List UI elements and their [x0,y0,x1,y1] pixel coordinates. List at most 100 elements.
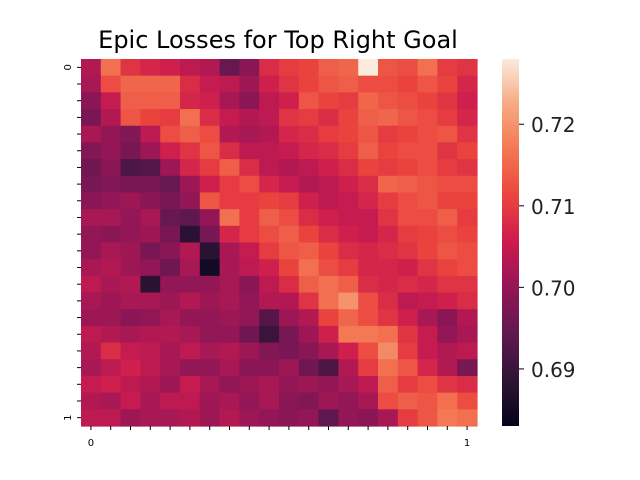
heatmap-cell [259,409,280,427]
heatmap-cell [199,325,221,344]
heatmap-cell [437,192,458,210]
heatmap-cell [358,359,379,377]
heatmap-cell [180,92,201,110]
heatmap-cell [199,192,221,210]
heatmap-cell [279,59,300,77]
heatmap-cell [199,309,221,327]
heatmap-cell [219,159,240,177]
heatmap-cell [417,92,438,110]
heatmap-cell [318,225,339,244]
heatmap-cell [298,275,320,294]
heatmap-cell [239,109,260,127]
heatmap-cell [378,309,399,327]
heatmap-cell [457,292,478,310]
heatmap-cell [180,159,201,177]
heatmap-cell [100,125,122,144]
heatmap-cell [298,92,320,110]
heatmap-cell [219,259,240,277]
heatmap-cell [120,375,141,394]
heatmap-cell [437,92,458,110]
heatmap-cell [120,359,141,377]
heatmap-cell [298,142,320,160]
heatmap-cell [318,392,339,410]
heatmap-cell [100,292,122,310]
heatmap-cell [100,209,122,227]
heatmap-cell [239,125,260,144]
heatmap-cell [239,259,260,277]
heatmap-cell [397,59,419,77]
heatmap-cell [358,409,379,427]
heatmap-cell [338,209,359,227]
heatmap-cell [378,409,399,427]
heatmap-cell [259,342,280,360]
heatmap-cell [120,159,141,177]
heatmap-cell [397,109,419,127]
heatmap-cell [358,159,379,177]
heatmap-cell [437,159,458,177]
heatmap-cell [437,409,458,427]
heatmap-cell [120,242,141,260]
heatmap-cell [457,409,478,427]
heatmap-cell [120,342,141,360]
heatmap-cell [259,325,280,344]
heatmap-cell [219,342,240,360]
heatmap-cell [298,59,320,77]
heatmap-cell [259,192,280,210]
heatmap-cell [120,125,141,144]
heatmap-cell [199,159,221,177]
heatmap-cell [199,259,221,277]
heatmap-cell [180,242,201,260]
heatmap-cell [318,409,339,427]
heatmap-cell [358,109,379,127]
heatmap-cell [417,292,438,310]
heatmap-cell [417,225,438,244]
heatmap-cell [318,309,339,327]
heatmap-cell [81,75,102,93]
heatmap-cell [298,192,320,210]
heatmap-cell [378,375,399,394]
heatmap-cell [100,109,122,127]
heatmap-cell [140,392,161,410]
heatmap-cell [417,309,438,327]
heatmap-cell [338,92,359,110]
heatmap-cell [338,359,359,377]
heatmap-cell [417,109,438,127]
heatmap-cell [437,342,458,360]
heatmap-cell [417,325,438,344]
heatmap-cell [160,175,181,194]
heatmap-cell [120,309,141,327]
heatmap-cell [397,175,419,194]
heatmap-cell [81,59,102,77]
heatmap-cell [397,309,419,327]
heatmap-cell [279,209,300,227]
heatmap-cell [358,242,379,260]
heatmap-cell [318,342,339,360]
heatmap-cell [437,309,458,327]
heatmap-cell [417,175,438,194]
heatmap-cell [338,309,359,327]
heatmap-cell [180,342,201,360]
heatmap-cell [338,292,359,310]
heatmap-cell [180,109,201,127]
heatmap-cell [298,209,320,227]
heatmap-cell [259,209,280,227]
heatmap-cell [318,142,339,160]
heatmap-cell [180,275,201,294]
heatmap-cell [160,242,181,260]
heatmap-cell [81,409,102,427]
heatmap-cell [239,392,260,410]
heatmap-cell [160,325,181,344]
heatmap-cell [378,325,399,344]
heatmap-cell [199,109,221,127]
heatmap-cell [100,242,122,260]
heatmap-cell [160,59,181,77]
heatmap-cell [417,242,438,260]
heatmap-cell [81,225,102,244]
heatmap-cell [259,242,280,260]
heatmap-cell [100,342,122,360]
heatmap-cell [378,225,399,244]
heatmap-cell [457,259,478,277]
heatmap-cell [457,275,478,294]
heatmap-cell [358,209,379,227]
heatmap-cell [298,325,320,344]
